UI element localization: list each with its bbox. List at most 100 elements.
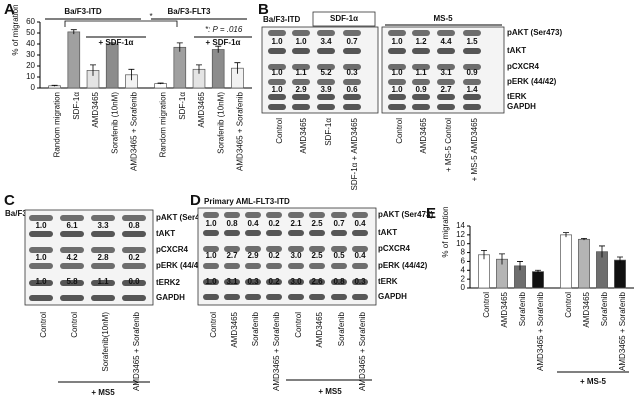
bar — [478, 254, 490, 289]
bar — [211, 49, 225, 89]
row-label: pAKT (Ser473) — [378, 210, 433, 219]
band — [343, 104, 361, 110]
quant-value: 0.6 — [346, 85, 358, 94]
lane-label: Sorafenib — [251, 311, 260, 346]
y-tick-label: 8 — [461, 248, 466, 257]
band — [91, 231, 115, 237]
quant-value: 1.5 — [466, 37, 478, 46]
band — [437, 48, 455, 54]
band — [331, 212, 347, 218]
band — [60, 231, 84, 237]
band — [388, 79, 406, 85]
quant-value: 0.2 — [128, 253, 140, 262]
band — [266, 246, 282, 252]
error-bar — [70, 29, 77, 35]
band — [309, 212, 325, 218]
row-label: pERK (44/42) — [156, 261, 206, 270]
band — [317, 94, 335, 100]
row-label: GAPDH — [156, 293, 185, 302]
x-tick-label: AMD3465 + Sorafenib — [130, 91, 139, 170]
band — [292, 79, 310, 85]
error-bar — [517, 261, 523, 271]
x-tick-label: AMD3465 + Sorafenib — [536, 291, 545, 370]
band — [203, 279, 219, 285]
band — [388, 30, 406, 36]
row-label: pCXCR4 — [507, 62, 540, 71]
error-bar — [581, 238, 587, 241]
band — [203, 246, 219, 252]
band — [317, 104, 335, 110]
band — [412, 94, 430, 100]
header-box — [312, 11, 376, 27]
quant-value: 0.3 — [346, 68, 358, 77]
group-label: Ba/F3-FLT3 — [168, 7, 212, 16]
band — [412, 104, 430, 110]
annotation: + SDF-1α — [206, 38, 241, 47]
quant-value: 3.4 — [320, 37, 332, 46]
quant-value: 2.5 — [311, 251, 323, 260]
blot-title: Ba/F3-ITD — [263, 15, 301, 24]
y-tick-label: 40 — [26, 39, 35, 48]
band — [343, 48, 361, 54]
quant-value: 1.0 — [205, 219, 217, 228]
group-label: Ba/F3-ITD — [64, 7, 102, 16]
quant-value: 1.1 — [97, 277, 109, 286]
band — [29, 280, 53, 286]
band — [292, 30, 310, 36]
band — [203, 230, 219, 236]
quant-value: 6.1 — [66, 221, 78, 230]
band — [352, 279, 368, 285]
quant-value: 3.0 — [290, 277, 302, 286]
band — [288, 230, 304, 236]
band — [268, 94, 286, 100]
band — [388, 64, 406, 70]
band — [463, 94, 481, 100]
band — [463, 79, 481, 85]
band — [268, 30, 286, 36]
y-tick-label: 0 — [31, 83, 36, 92]
band — [91, 295, 115, 301]
quant-value: 2.8 — [97, 253, 109, 262]
band — [122, 263, 146, 269]
quant-value: 2.7 — [440, 85, 452, 94]
error-bar — [196, 64, 202, 74]
quant-value: 2.5 — [311, 219, 323, 228]
row-label: tAKT — [378, 228, 397, 237]
x-tick-label: Sorafenib (10nM) — [110, 92, 119, 154]
error-bar — [157, 82, 164, 85]
band — [288, 294, 304, 300]
lane-label: Control — [395, 118, 404, 144]
quant-value: 3.9 — [320, 85, 332, 94]
x-tick-label: Random migration — [159, 92, 168, 157]
band — [266, 279, 282, 285]
y-tick-label: 4 — [461, 265, 466, 274]
section-header: MS-5 — [433, 14, 453, 23]
band — [309, 279, 325, 285]
quant-value: 3.1 — [226, 277, 238, 286]
bar — [560, 234, 572, 289]
row-label: pERK (44/42) — [378, 261, 428, 270]
band — [412, 64, 430, 70]
band — [203, 263, 219, 269]
quant-value: 0.9 — [415, 85, 427, 94]
band — [437, 30, 455, 36]
band — [245, 279, 261, 285]
row-label: pERK (44/42) — [507, 77, 557, 86]
panel-letter: D — [190, 192, 201, 209]
error-bar — [563, 232, 569, 238]
lane-label: AMD3465 + Sorafenib — [358, 311, 367, 390]
quant-value: 1.0 — [271, 68, 283, 77]
band — [352, 246, 368, 252]
lane-label: SDF-1α — [324, 118, 333, 146]
y-tick-label: 20 — [26, 61, 35, 70]
band — [317, 79, 335, 85]
section-header: SDF-1α — [330, 14, 358, 23]
lane-label: AMD3465 + Sorafenib — [132, 311, 141, 390]
quant-value: 2.7 — [226, 251, 238, 260]
lane-label: AMD3465 — [230, 311, 239, 347]
band — [463, 48, 481, 54]
error-bar — [599, 245, 605, 258]
x-tick-label: Sorafenib — [518, 291, 527, 326]
blot-title: Primary AML-FLT3-ITD — [204, 197, 290, 206]
y-tick-label: 10 — [456, 239, 465, 248]
